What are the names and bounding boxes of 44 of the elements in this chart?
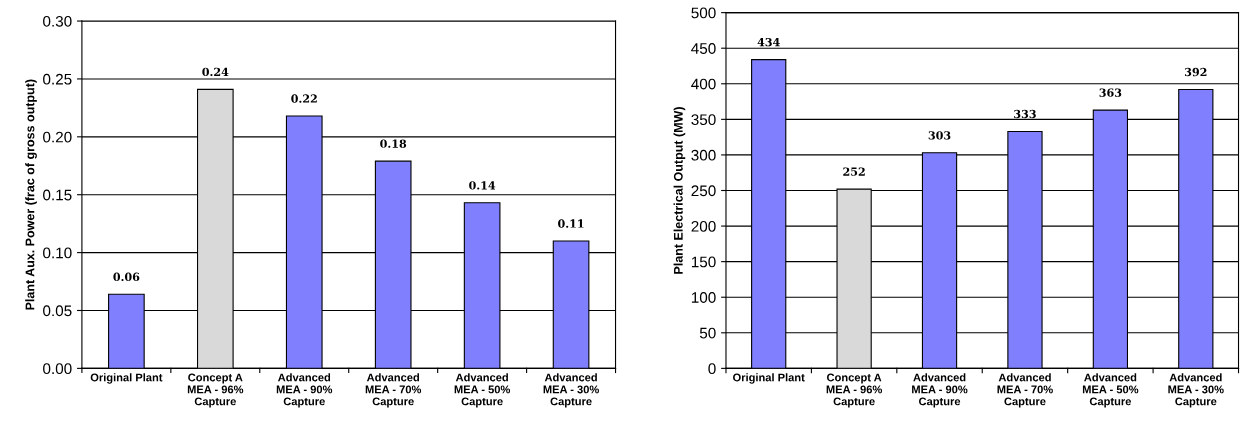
y-tick-label: 500 (691, 7, 716, 19)
data-label: 392 (1184, 67, 1207, 77)
y-tick-label: 0.30 (43, 15, 72, 27)
x-tick-label: Concept A MEA - 96% Capture (187, 373, 244, 408)
y-tick-label: 100 (691, 292, 716, 303)
y-tick-label: 0.10 (43, 247, 72, 259)
data-label: 0.11 (558, 219, 584, 228)
y-tick-label: 0.25 (43, 73, 72, 85)
x-tick-label: Advanced MEA - 50% Capture (454, 373, 511, 408)
data-label: 0.24 (202, 67, 229, 77)
data-label: 363 (1099, 88, 1122, 97)
y-tick-label: 50 (699, 327, 716, 339)
x-tick-label: Advanced MEA - 30% Capture (1168, 373, 1224, 408)
x-tick-label: Advanced MEA - 30% Capture (543, 373, 599, 408)
x-tick-label: Advanced MEA - 70% Capture (365, 373, 422, 408)
x-tick-label: Advanced MEA - 50% Capture (1082, 373, 1139, 408)
x-tick-label: Original Plant (90, 373, 163, 384)
data-label: 0.14 (469, 181, 496, 190)
y-tick-label: 0.05 (43, 305, 72, 317)
x-tick-label: Advanced MEA - 90% Capture (276, 373, 333, 408)
y-tick-label: 0.20 (43, 131, 72, 143)
data-label: 434 (757, 37, 780, 47)
y-tick-label: 450 (691, 43, 716, 54)
y-tick-label: 0 (708, 363, 716, 375)
y-tick-label: 400 (691, 78, 716, 90)
y-tick-label: 250 (691, 185, 716, 197)
x-tick-label: Concept A MEA - 96% Capture (826, 373, 883, 408)
y-tick-label: 200 (691, 220, 716, 232)
data-label: 303 (928, 131, 951, 140)
data-label: 0.22 (291, 94, 317, 103)
data-label: 333 (1014, 109, 1036, 119)
y-tick-label: 0.00 (43, 363, 72, 375)
y-axis-title: Plant Aux. Power (frac of gross output) (25, 79, 37, 310)
y-tick-label: 0.15 (43, 189, 72, 201)
y-tick-label: 350 (691, 114, 716, 126)
x-tick-label: Original Plant (733, 373, 805, 384)
x-tick-label: Advanced MEA - 70% Capture (997, 373, 1053, 408)
y-tick-label: 300 (691, 149, 716, 161)
data-label: 252 (843, 167, 865, 176)
data-label: 0.06 (113, 272, 140, 282)
data-label: 0.18 (380, 139, 407, 148)
y-tick-label: 150 (691, 256, 716, 268)
y-axis-title: Plant Electrical Output (MW) (673, 107, 686, 274)
x-tick-label: Advanced MEA - 90% Capture (912, 373, 968, 408)
